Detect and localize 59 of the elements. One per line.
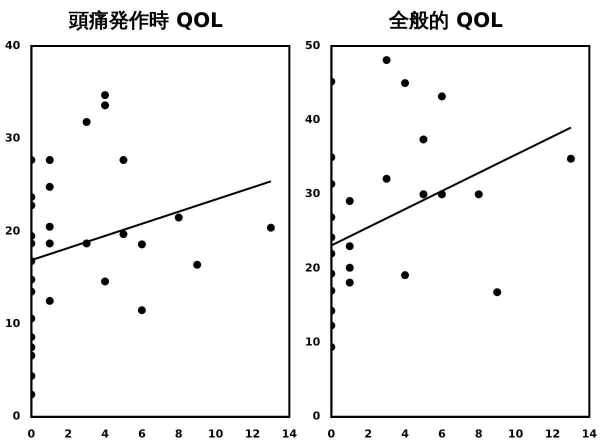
point xyxy=(419,190,428,198)
y-tick-label: 30 xyxy=(304,187,321,200)
y-tick-label: 40 xyxy=(304,113,321,126)
point xyxy=(419,135,428,144)
x-tick-label: 6 xyxy=(438,427,446,440)
y-tick-label: 0 xyxy=(312,410,321,423)
point xyxy=(474,190,483,198)
point xyxy=(346,278,354,287)
point xyxy=(382,174,391,183)
x-tick-label: 12 xyxy=(244,427,260,440)
y-tick-label: 50 xyxy=(304,38,321,52)
point xyxy=(82,118,91,126)
point xyxy=(46,182,54,191)
y-tick-label: 0 xyxy=(12,410,21,423)
x-tick-label: 2 xyxy=(64,427,72,440)
y-tick-label: 20 xyxy=(4,224,21,238)
y-tick-label: 10 xyxy=(4,316,21,330)
point xyxy=(119,230,128,238)
point xyxy=(101,91,110,100)
x-tick-label: 4 xyxy=(401,427,410,440)
y-tick-label: 20 xyxy=(304,261,321,274)
point xyxy=(493,288,502,296)
x-tick-label: 8 xyxy=(474,427,483,440)
x-tick-label: 10 xyxy=(508,427,524,440)
point xyxy=(101,101,110,110)
x-tick-label: 12 xyxy=(544,427,560,440)
point xyxy=(101,277,110,286)
point xyxy=(138,240,146,248)
point xyxy=(346,196,354,205)
point xyxy=(382,56,391,64)
point xyxy=(119,156,128,164)
point xyxy=(138,306,146,314)
point xyxy=(346,264,354,272)
x-tick-label: 6 xyxy=(138,427,146,440)
x-tick-label: 14 xyxy=(282,427,298,440)
point xyxy=(46,222,54,231)
point xyxy=(438,92,446,100)
point xyxy=(346,242,354,250)
chart-title: 頭痛発作時 QOL xyxy=(68,8,224,32)
y-tick-label: 30 xyxy=(4,132,21,145)
x-tick-label: 0 xyxy=(27,427,36,440)
point xyxy=(46,296,54,305)
y-tick-label: 40 xyxy=(4,38,21,52)
y-tick-label: 10 xyxy=(304,336,321,348)
x-tick-label: 10 xyxy=(208,427,224,440)
point xyxy=(82,239,91,248)
x-tick-label: 8 xyxy=(174,427,183,440)
point xyxy=(46,156,54,164)
x-tick-label: 2 xyxy=(364,427,372,440)
x-tick-label: 0 xyxy=(327,427,336,440)
chart-title: 全般的 QOL xyxy=(388,8,504,32)
point xyxy=(174,213,183,222)
point xyxy=(46,239,54,248)
point xyxy=(193,260,202,269)
point xyxy=(401,271,410,280)
point xyxy=(438,190,446,198)
point xyxy=(401,79,410,88)
x-tick-label: 14 xyxy=(582,427,598,440)
x-tick-label: 4 xyxy=(101,427,110,440)
